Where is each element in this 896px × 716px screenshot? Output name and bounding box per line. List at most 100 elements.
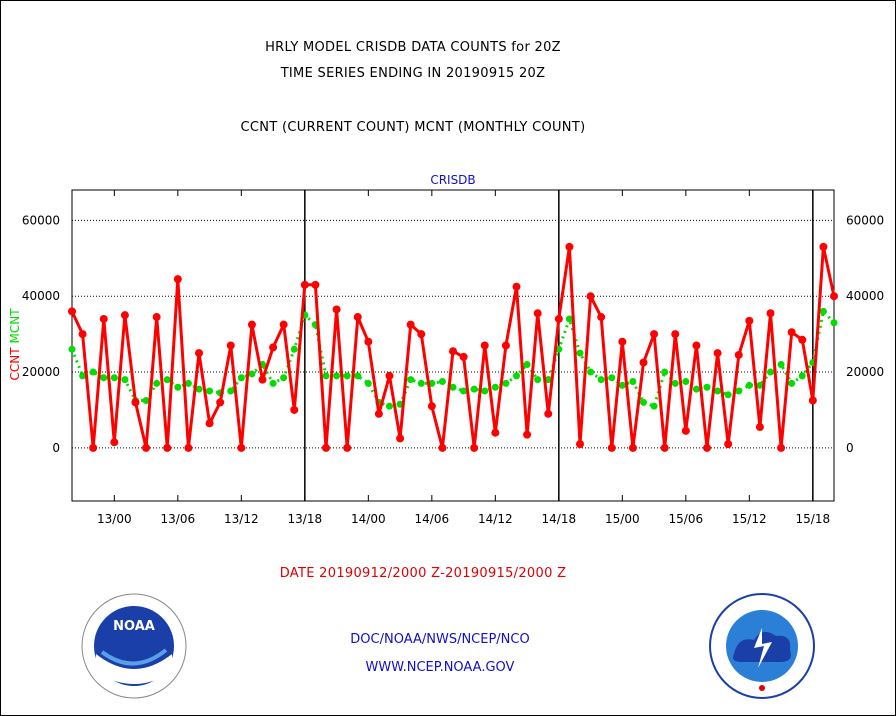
data-point-mcnt xyxy=(735,387,743,395)
data-point-ccnt xyxy=(120,311,129,320)
data-point-ccnt xyxy=(745,316,754,325)
data-point-ccnt xyxy=(681,426,690,435)
x-tick-label-15-06: 15/06 xyxy=(669,512,704,526)
data-point-ccnt xyxy=(607,443,616,452)
data-point-ccnt xyxy=(724,440,733,449)
data-point-ccnt xyxy=(628,443,637,452)
data-point-mcnt xyxy=(449,383,457,391)
data-point-mcnt xyxy=(502,379,510,387)
data-point-mcnt xyxy=(534,376,542,384)
data-point-ccnt xyxy=(247,320,256,329)
y-axis-label-ccnt: CCNT xyxy=(8,347,22,381)
data-point-ccnt xyxy=(99,314,108,323)
chart-title-line-2: TIME SERIES ENDING IN 20190915 20Z xyxy=(280,66,546,81)
data-point-mcnt xyxy=(290,345,298,353)
data-point-mcnt xyxy=(89,368,97,376)
data-point-ccnt xyxy=(533,309,542,318)
x-tick-label-13-12: 13/12 xyxy=(224,512,259,526)
plot-frame xyxy=(71,189,835,502)
y-tick-right-20000: 20000 xyxy=(846,365,884,379)
x-tick-label-15-00: 15/00 xyxy=(605,512,640,526)
data-point-ccnt xyxy=(523,430,532,439)
data-point-mcnt xyxy=(565,315,573,323)
plot-title: CRISDB xyxy=(430,173,475,187)
data-point-mcnt xyxy=(354,372,362,380)
x-tick-label-14-06: 14/06 xyxy=(415,512,450,526)
x-tick-label-13-18: 13/18 xyxy=(288,512,323,526)
data-point-mcnt xyxy=(576,349,584,357)
data-point-ccnt xyxy=(279,320,288,329)
data-point-mcnt xyxy=(195,385,203,393)
data-point-mcnt xyxy=(544,376,552,384)
data-point-mcnt xyxy=(661,368,669,376)
data-point-ccnt xyxy=(258,375,267,384)
data-point-ccnt xyxy=(406,320,415,329)
data-point-mcnt xyxy=(163,376,171,384)
data-point-mcnt xyxy=(417,379,425,387)
data-point-ccnt xyxy=(777,443,786,452)
data-point-ccnt xyxy=(396,434,405,443)
data-point-ccnt xyxy=(237,443,246,452)
data-point-mcnt xyxy=(100,374,108,382)
data-point-mcnt xyxy=(438,378,446,386)
data-point-ccnt xyxy=(565,242,574,251)
data-point-ccnt xyxy=(290,405,299,414)
data-point-ccnt xyxy=(152,313,161,322)
data-point-ccnt xyxy=(639,358,648,367)
data-point-ccnt xyxy=(89,443,98,452)
data-point-ccnt xyxy=(650,330,659,339)
noaa-logo-text: NOAA xyxy=(113,619,155,634)
data-point-ccnt xyxy=(660,443,669,452)
data-point-mcnt xyxy=(280,374,288,382)
data-point-mcnt xyxy=(333,372,341,380)
data-point-mcnt xyxy=(227,387,235,395)
data-point-mcnt xyxy=(407,376,415,384)
x-tick-label-15-12: 15/12 xyxy=(732,512,767,526)
data-point-mcnt xyxy=(343,372,351,380)
data-point-mcnt xyxy=(756,381,764,389)
data-point-mcnt xyxy=(745,381,753,389)
data-point-mcnt xyxy=(597,376,605,384)
x-tick-label-14-18: 14/18 xyxy=(542,512,577,526)
data-point-mcnt xyxy=(481,387,489,395)
chart-title-line-1: HRLY MODEL CRISDB DATA COUNTS for 20Z xyxy=(265,40,561,55)
data-point-ccnt xyxy=(618,337,627,346)
footer-url[interactable]: WWW.NCEP.NOAA.GOV xyxy=(365,660,515,675)
data-point-mcnt xyxy=(523,360,531,368)
data-point-ccnt xyxy=(554,314,563,323)
data-point-mcnt xyxy=(767,368,774,376)
data-point-ccnt xyxy=(470,443,479,452)
data-point-mcnt xyxy=(174,383,182,391)
y-tick-left-20000: 20000 xyxy=(22,365,60,379)
y-tick-right-60000: 60000 xyxy=(846,213,884,227)
data-point-mcnt xyxy=(724,391,732,399)
data-point-ccnt xyxy=(808,396,817,405)
data-point-mcnt xyxy=(237,374,245,382)
data-point-ccnt xyxy=(703,443,711,452)
x-tick-label-14-00: 14/00 xyxy=(351,512,386,526)
data-point-ccnt xyxy=(819,242,828,251)
data-point-mcnt xyxy=(184,379,192,387)
data-point-ccnt xyxy=(692,341,701,350)
data-point-ccnt xyxy=(195,349,203,358)
data-point-mcnt xyxy=(322,372,330,380)
data-point-ccnt xyxy=(586,292,595,301)
data-point-ccnt xyxy=(332,305,341,314)
data-point-mcnt xyxy=(618,381,626,389)
data-point-ccnt xyxy=(173,275,182,284)
data-point-mcnt xyxy=(587,368,595,376)
data-point-ccnt xyxy=(734,350,743,359)
data-point-ccnt xyxy=(713,349,722,358)
data-point-mcnt xyxy=(153,379,161,387)
data-point-mcnt xyxy=(650,402,658,410)
data-point-ccnt xyxy=(755,423,764,432)
data-point-mcnt xyxy=(798,372,806,380)
data-point-ccnt xyxy=(544,409,553,418)
y-tick-right-0: 0 xyxy=(846,441,854,455)
data-point-ccnt xyxy=(417,330,426,339)
data-point-mcnt xyxy=(682,378,690,386)
data-point-ccnt xyxy=(438,443,447,452)
data-point-mcnt xyxy=(714,387,722,395)
data-point-ccnt xyxy=(491,428,500,437)
